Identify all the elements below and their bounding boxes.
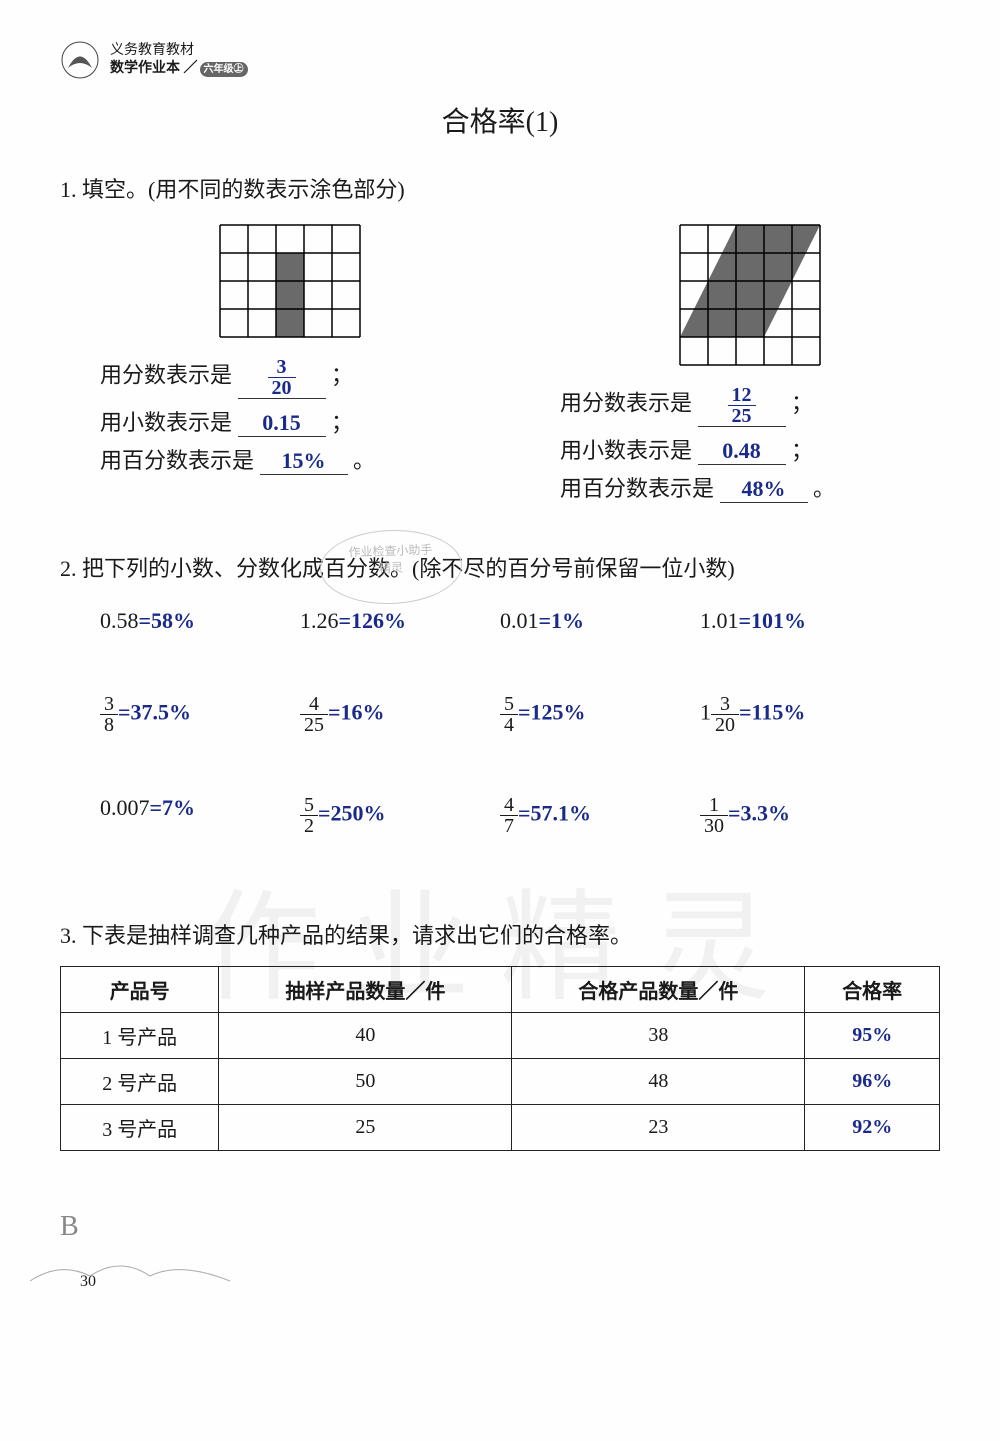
q3-prompt: 下表是抽样调查几种产品的结果，请求出它们的合格率。 [82, 923, 632, 948]
eq-ans: =37.5% [118, 700, 191, 725]
header-sep: ／ [184, 61, 198, 76]
q1: 1. 填空。(用不同的数表示涂色部分) [60, 170, 940, 210]
table-header: 合格率 [805, 966, 940, 1012]
conversion-item: 38=37.5% [100, 694, 300, 735]
table-row: 3 号产品 25 23 92% [61, 1104, 940, 1150]
q2-num: 2. [60, 556, 77, 581]
q2: 2. 把下列的小数、分数化成百分数。(除不尽的百分号前保留一位小数) [60, 549, 940, 589]
fill-tail: ； [791, 438, 813, 463]
cell-sample: 40 [219, 1012, 512, 1058]
fill-tail: 。 [353, 448, 375, 473]
q1-num: 1. [60, 177, 77, 202]
eq-ans: =3.3% [728, 801, 790, 826]
cell-sample: 50 [219, 1058, 512, 1104]
fill-label: 用小数表示是 [100, 410, 232, 435]
header-line2: 数学作业本 [110, 61, 180, 76]
q2-row1: 0.58=58%1.26=126%0.01=1%1.01=101% [100, 608, 900, 634]
fill-line: 用分数表示是 1225 ； [560, 385, 940, 427]
q1-right-grid [675, 220, 825, 370]
eq-ans: =125% [518, 700, 586, 725]
q1-right: 用分数表示是 1225 ；用小数表示是 0.48 ；用百分数表示是 48% 。 [560, 220, 940, 509]
header-line1: 义务教育教材 [110, 42, 248, 60]
fill-tail: ； [331, 410, 353, 435]
answer-blank: 48% [720, 476, 808, 503]
table-header: 产品号 [61, 966, 219, 1012]
eq-ans: =16% [328, 700, 385, 725]
answer-blank: 0.48 [698, 438, 786, 465]
fill-line: 用小数表示是 0.48 ； [560, 433, 940, 465]
fill-tail: ； [791, 390, 813, 415]
q3: 3. 下表是抽样调查几种产品的结果，请求出它们的合格率。 [60, 916, 940, 956]
eq-ans: =250% [318, 801, 386, 826]
conversion-item: 54=125% [500, 694, 700, 735]
conversion-item: 1320=115% [700, 694, 900, 735]
q1-left: 用分数表示是 320 ；用小数表示是 0.15 ；用百分数表示是 15% 。 [100, 220, 480, 509]
fill-tail: ； [331, 362, 353, 387]
fill-label: 用百分数表示是 [560, 476, 714, 501]
cell-sample: 25 [219, 1104, 512, 1150]
page-footer: B 30 [60, 1211, 940, 1291]
fill-label: 用百分数表示是 [100, 448, 254, 473]
cell-pass: 23 [512, 1104, 805, 1150]
answer-blank: 15% [260, 448, 348, 475]
conversion-item: 0.58=58% [100, 608, 300, 634]
stamp-line2: 精灵 [321, 557, 462, 579]
conversion-item: 47=57.1% [500, 795, 700, 836]
fill-line: 用百分数表示是 48% 。 [560, 471, 940, 503]
cell-name: 2 号产品 [61, 1058, 219, 1104]
conversion-item: 1.01=101% [700, 608, 900, 634]
eq-ans: =1% [539, 608, 585, 633]
cell-rate: 92% [805, 1104, 940, 1150]
eq-ans: =58% [139, 608, 196, 633]
answer-blank: 320 [238, 357, 326, 399]
q1-prompt: 填空。(用不同的数表示涂色部分) [82, 177, 405, 202]
eq-ans: =57.1% [518, 801, 591, 826]
conversion-item: 425=16% [300, 694, 500, 735]
cell-rate: 95% [805, 1012, 940, 1058]
q3-num: 3. [60, 923, 77, 948]
cell-rate: 96% [805, 1058, 940, 1104]
conversion-item: 1.26=126% [300, 608, 500, 634]
eq-ans: =101% [739, 608, 807, 633]
q1-figures: 用分数表示是 320 ；用小数表示是 0.15 ；用百分数表示是 15% 。 用… [100, 220, 940, 509]
table-header: 合格产品数量／件 [512, 966, 805, 1012]
eq-ans: =7% [150, 795, 196, 820]
fill-label: 用分数表示是 [560, 390, 692, 415]
conversion-item: 130=3.3% [700, 795, 900, 836]
stamp: 作业检查小助手 精灵 [319, 528, 463, 607]
fill-line: 用百分数表示是 15% 。 [100, 443, 480, 475]
table-row: 1 号产品 40 38 95% [61, 1012, 940, 1058]
fill-label: 用分数表示是 [100, 362, 232, 387]
answer-blank: 0.15 [238, 410, 326, 437]
q2-row3: 0.007=7%52=250%47=57.1%130=3.3% [100, 795, 900, 836]
footer-b: B [60, 1211, 940, 1243]
answer-blank: 1225 [698, 385, 786, 427]
eq-ans: =126% [339, 608, 407, 633]
fill-label: 用小数表示是 [560, 438, 692, 463]
table-header: 抽样产品数量／件 [219, 966, 512, 1012]
fill-line: 用分数表示是 320 ； [100, 357, 480, 399]
grade-badge: 六年级㊤ [200, 62, 248, 77]
table-row: 2 号产品 50 48 96% [61, 1058, 940, 1104]
logo-icon [60, 40, 100, 80]
page-title: 合格率(1) [60, 100, 940, 140]
conversion-item: 0.01=1% [500, 608, 700, 634]
q1-left-grid [215, 220, 365, 342]
cloud-decoration [30, 1251, 230, 1291]
conversion-item: 0.007=7% [100, 795, 300, 836]
q3-table: 产品号抽样产品数量／件合格产品数量／件合格率 1 号产品 40 38 95% 2… [60, 966, 940, 1151]
q2-row2: 38=37.5%425=16%54=125%1320=115% [100, 694, 900, 735]
cell-name: 3 号产品 [61, 1104, 219, 1150]
cell-name: 1 号产品 [61, 1012, 219, 1058]
conversion-item: 52=250% [300, 795, 500, 836]
page-header: 义务教育教材 数学作业本 ／六年级㊤ [60, 40, 940, 80]
cell-pass: 38 [512, 1012, 805, 1058]
fill-tail: 。 [813, 476, 835, 501]
eq-ans: =115% [739, 700, 805, 725]
fill-line: 用小数表示是 0.15 ； [100, 405, 480, 437]
cell-pass: 48 [512, 1058, 805, 1104]
